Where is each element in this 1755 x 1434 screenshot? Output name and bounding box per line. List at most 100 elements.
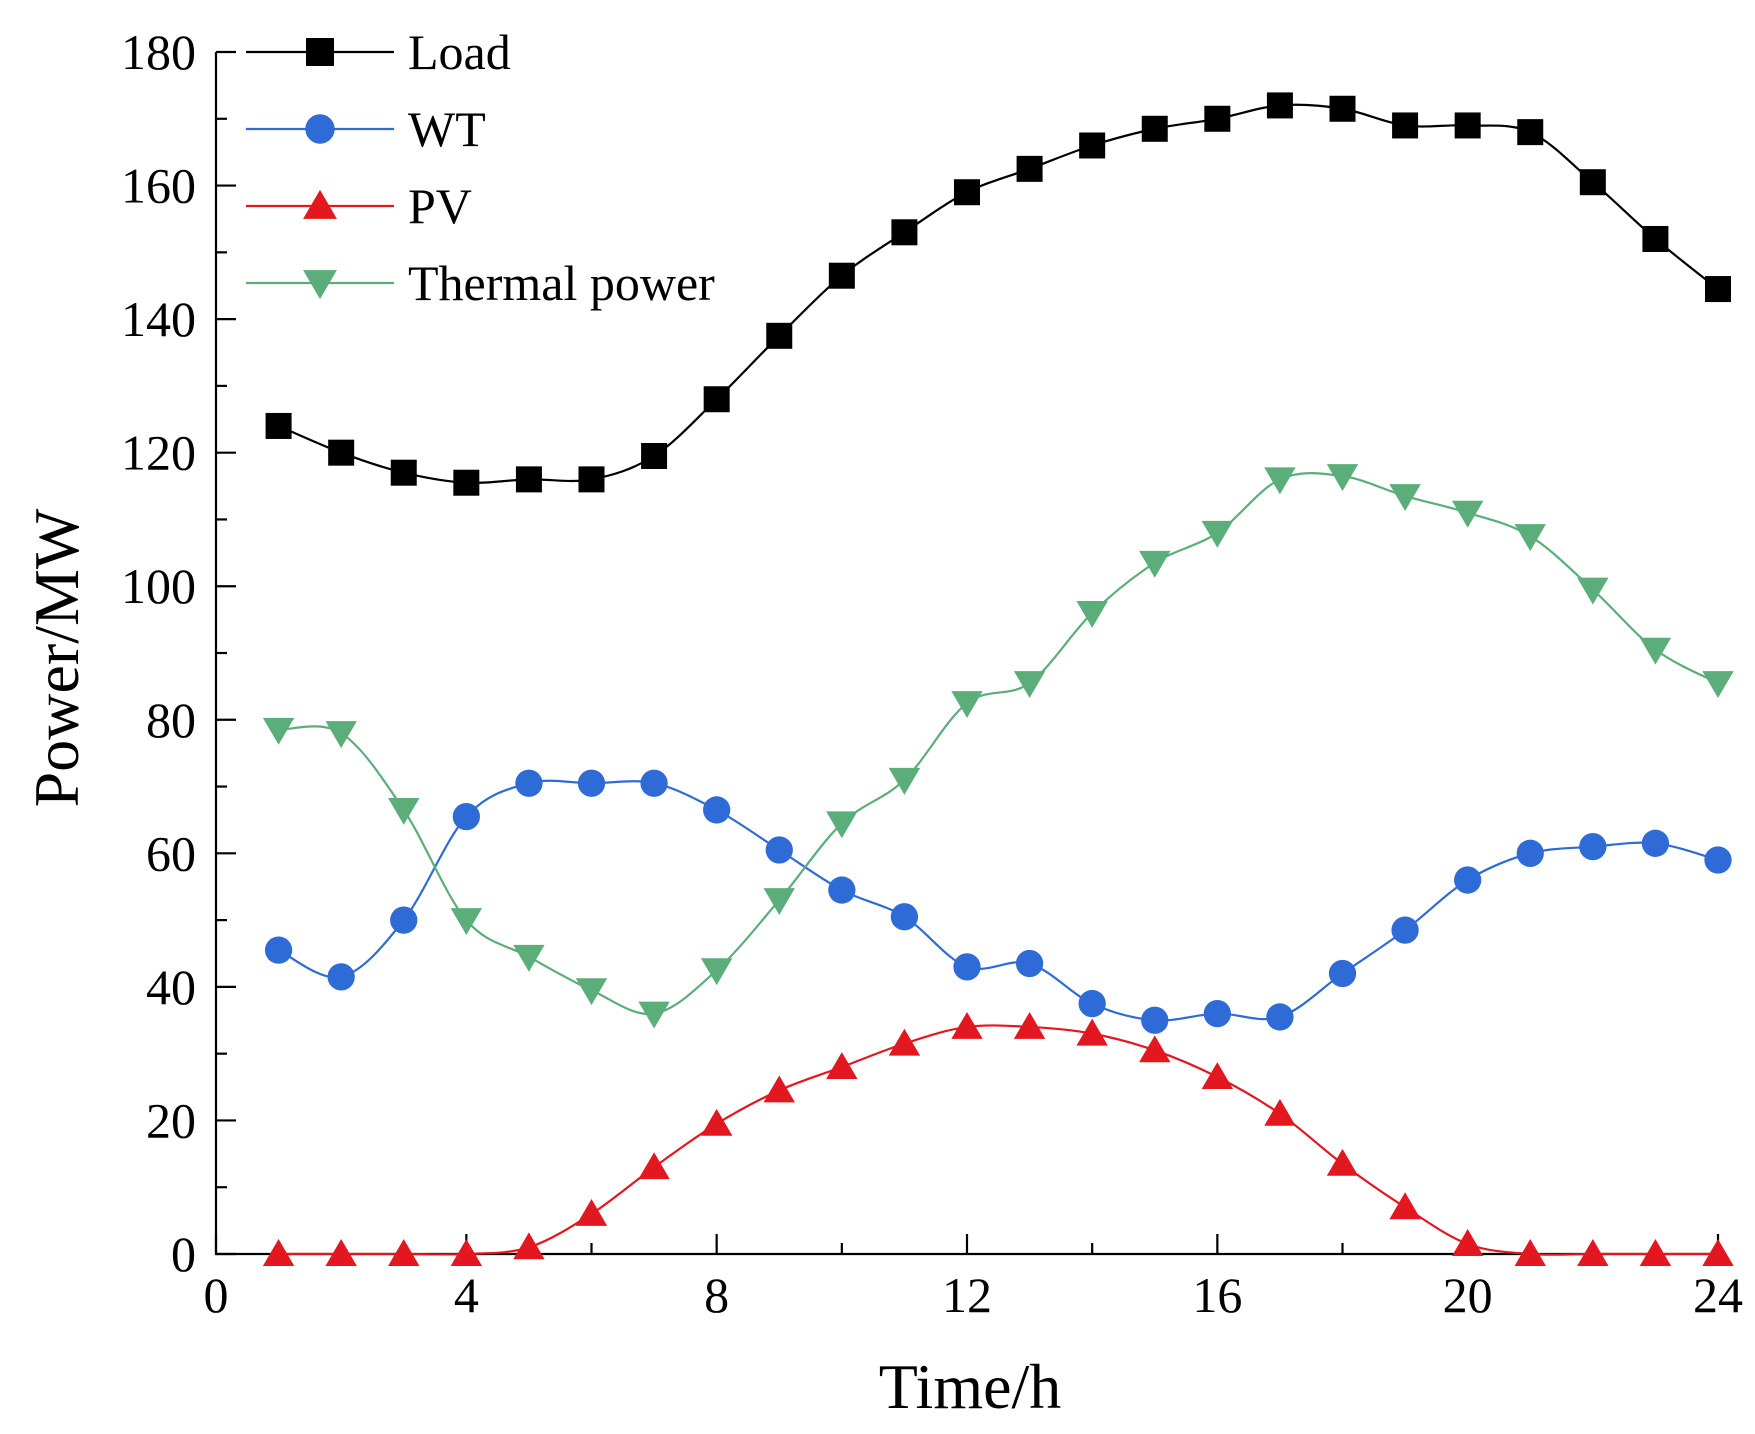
y-tick-label: 180 (121, 24, 196, 80)
data-point (575, 978, 608, 1006)
data-point (1451, 1229, 1484, 1256)
legend: Load WT PV Thermal power (246, 24, 715, 311)
series-layer (262, 92, 1734, 1266)
data-point (390, 459, 417, 486)
data-point (264, 936, 293, 964)
data-point (1514, 524, 1546, 552)
data-point (450, 1239, 483, 1266)
data-point (1579, 169, 1606, 196)
data-point (578, 466, 605, 493)
data-point (640, 769, 668, 797)
data-point (1326, 1148, 1359, 1176)
legend-label: Thermal power (408, 255, 715, 311)
x-tick-label: 24 (1693, 1267, 1743, 1323)
data-point (703, 386, 730, 413)
data-point (1141, 115, 1168, 142)
data-point (452, 802, 480, 831)
data-point (826, 811, 858, 839)
data-point (1076, 600, 1108, 628)
x-tick-label: 12 (942, 1267, 992, 1323)
series-pv (262, 1012, 1734, 1266)
data-point (327, 963, 355, 991)
data-point (1326, 464, 1359, 491)
data-point (325, 721, 357, 749)
data-point (700, 958, 733, 986)
data-point (1079, 132, 1106, 159)
data-point (1266, 92, 1293, 119)
y-tick-label: 80 (146, 692, 196, 748)
data-point (954, 179, 980, 206)
data-point (1579, 833, 1607, 861)
legend-item-thermal-power: Thermal power (246, 255, 715, 311)
data-point (1454, 866, 1482, 894)
x-tick-label: 4 (454, 1267, 479, 1323)
series-thermal-power (262, 464, 1734, 1029)
data-point (1201, 520, 1234, 548)
data-point (1139, 550, 1171, 578)
data-point (953, 953, 981, 981)
series-line-wt (278, 779, 1719, 1022)
legend-label: PV (408, 178, 472, 234)
data-point (1141, 1006, 1169, 1034)
legend-marker (303, 270, 337, 300)
data-point (575, 1198, 608, 1226)
data-point (1517, 119, 1544, 146)
data-point (1639, 637, 1672, 665)
data-point (763, 888, 795, 916)
data-point (1516, 839, 1544, 867)
data-point (1577, 577, 1609, 605)
data-point (1454, 112, 1481, 139)
data-point (828, 876, 856, 904)
y-axis-title: Power/MW (21, 508, 92, 807)
y-tick-label: 140 (121, 291, 196, 347)
data-point (262, 1239, 295, 1266)
data-point (638, 1152, 670, 1180)
data-point (262, 717, 295, 745)
x-tick-label: 8 (704, 1267, 729, 1323)
data-point (765, 836, 793, 864)
legend-marker (303, 189, 337, 219)
data-point (1264, 1098, 1296, 1126)
legend-label: WT (408, 101, 486, 157)
series-load (265, 92, 1731, 496)
legend-item-pv: PV (246, 178, 472, 234)
axes: 0 4 8 12 16 20 24 0 20 40 60 80 100 120 140 160 180 (121, 24, 1743, 1323)
y-tick-label: 40 (146, 959, 196, 1015)
y-tick-label: 160 (121, 158, 196, 214)
legend-marker (306, 38, 334, 66)
data-point (951, 1012, 983, 1039)
data-point (890, 903, 919, 931)
data-point (1204, 105, 1231, 132)
data-point (1264, 467, 1296, 495)
data-point (888, 1028, 921, 1056)
data-point (1016, 155, 1043, 182)
data-point (1704, 846, 1732, 874)
data-point (641, 443, 668, 470)
data-point (891, 219, 918, 246)
data-point (328, 439, 355, 466)
data-point (1391, 916, 1419, 944)
data-point (1702, 1239, 1734, 1266)
y-tick-label: 120 (121, 425, 196, 481)
series-wt (264, 769, 1732, 1034)
data-point (1139, 1035, 1171, 1063)
data-point (1514, 1239, 1546, 1266)
data-point (826, 1052, 858, 1079)
data-point (1076, 1018, 1108, 1046)
data-point (1201, 1062, 1234, 1089)
data-point (951, 691, 983, 719)
x-tick-label: 20 (1443, 1267, 1493, 1323)
data-point (1451, 500, 1484, 528)
y-tick-label: 0 (171, 1226, 196, 1282)
data-point (1389, 484, 1421, 512)
data-point (325, 1239, 357, 1266)
data-point (638, 1001, 670, 1029)
data-point (390, 906, 418, 934)
data-point (1642, 225, 1669, 252)
data-point (1705, 276, 1731, 303)
data-point (1702, 671, 1734, 698)
y-tick-label: 100 (121, 558, 196, 614)
x-tick-label: 0 (204, 1267, 229, 1323)
data-point (1203, 999, 1231, 1028)
